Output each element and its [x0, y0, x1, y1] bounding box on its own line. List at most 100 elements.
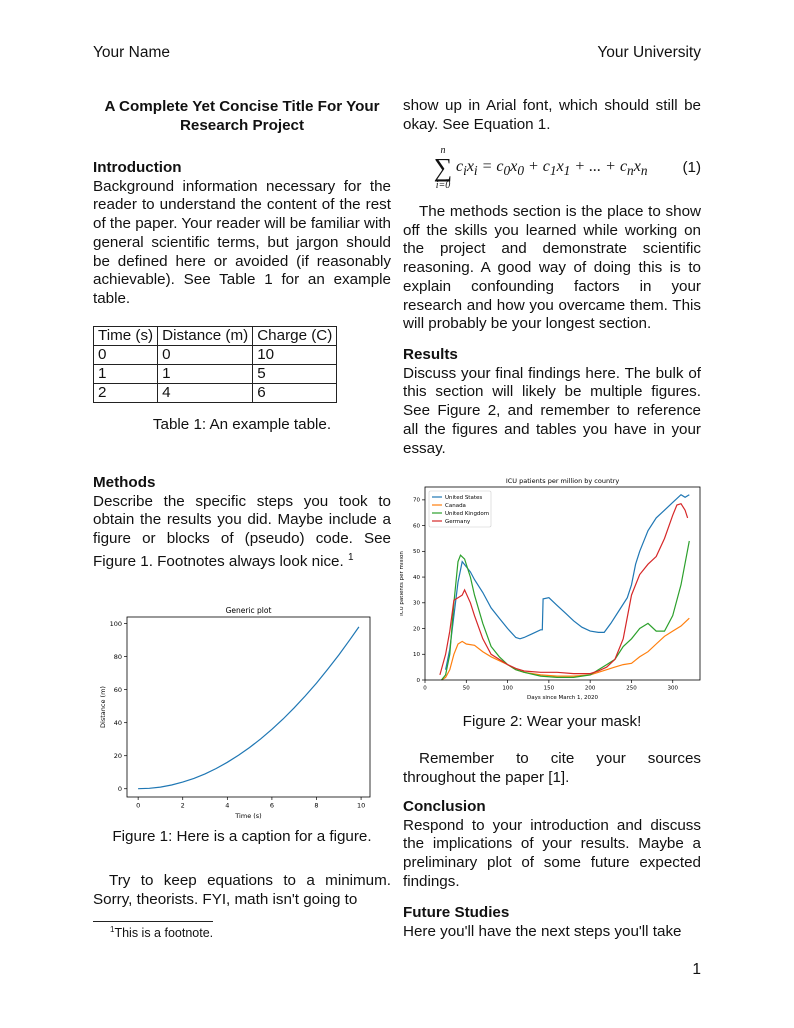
series-line: [138, 626, 360, 790]
citation-paragraph: Remember to cite your sources throughout…: [403, 750, 701, 786]
page-number: 1: [692, 961, 701, 978]
x-tick-label: 100: [502, 686, 513, 692]
table-row: 0 0 10: [92, 345, 338, 365]
header-university: Your University: [597, 44, 701, 61]
equations-paragraph: Try to keep equations to a minimum. Sorr…: [93, 872, 391, 908]
x-axis-label: Days since March 1, 2020: [527, 695, 599, 701]
sum-symbol: ∑: [433, 153, 453, 182]
figure-1-caption: Figure 1: Here is a caption for a figure…: [112, 828, 372, 845]
y-tick-label: 100: [110, 620, 122, 628]
y-tick-label: 0: [118, 785, 122, 793]
y-tick-label: 60: [413, 523, 420, 529]
table-cell: 0: [92, 345, 159, 365]
y-axis-label: ICU patients per million: [400, 551, 405, 616]
plot-frame: [126, 616, 371, 798]
arial-paragraph: show up in Arial font, which should stil…: [403, 97, 701, 133]
results-heading: Results: [403, 346, 458, 363]
y-tick-label: 80: [114, 653, 122, 661]
chart-title: ICU patients per million by country: [506, 477, 619, 485]
footnote-rule: [93, 921, 213, 922]
methods-text: Describe the specific steps you took to …: [93, 492, 391, 570]
y-tick-label: 30: [413, 601, 420, 607]
table-cell: 0: [157, 345, 254, 365]
plot-frame: [424, 486, 701, 681]
series-line-canada: [441, 617, 690, 681]
footnote: 1This is a footnote.: [110, 925, 213, 940]
footnote-number: 1: [110, 925, 115, 934]
conclusion-heading: Conclusion: [403, 798, 486, 815]
x-axis-label: Time (s): [234, 812, 261, 820]
table-header: Time (s): [92, 326, 159, 346]
table-header: Charge (C): [252, 326, 338, 346]
y-tick-label: 60: [114, 686, 122, 694]
legend-box: [428, 490, 492, 528]
footnote-text: This is a footnote.: [114, 926, 214, 941]
x-tick-label: 4: [225, 802, 229, 810]
methods-continued: The methods section is the place to show…: [403, 203, 701, 333]
series-line-united-kingdom: [441, 540, 690, 681]
y-tick-label: 70: [413, 498, 420, 504]
conclusion-section: Conclusion Respond to your introduction …: [403, 798, 701, 892]
x-tick-label: 2: [181, 802, 185, 810]
figure-2-caption: Figure 2: Wear your mask!: [462, 713, 642, 730]
x-tick-label: 150: [544, 686, 555, 692]
legend-label: United States: [445, 495, 482, 501]
x-tick-label: 250: [626, 686, 637, 692]
conclusion-text: Respond to your introduction and discuss…: [403, 816, 701, 890]
equation-body: cixi = c0x0 + c1x1 + ... + cnxn: [456, 158, 648, 179]
equation-1: n ∑ i=0 cixi = c0x0 + c1x1 + ... + cnxn …: [430, 146, 701, 194]
legend-label: Canada: [445, 503, 466, 509]
introduction-text: Background information necessary for the…: [93, 177, 392, 307]
table-cell: 1: [157, 364, 254, 384]
methods-heading: Methods: [93, 474, 156, 491]
results-section: Results Discuss your final findings here…: [403, 346, 701, 458]
x-tick-label: 8: [314, 802, 318, 810]
sum-upper-limit: n: [440, 145, 446, 156]
y-tick-label: 0: [417, 678, 421, 684]
paper-title: A Complete Yet Concise Title For Your Re…: [104, 98, 380, 134]
sum-lower-limit: i=0: [435, 180, 451, 191]
table-header-row: Time (s) Distance (m) Charge (C): [92, 326, 338, 346]
table-cell: 5: [252, 364, 338, 384]
equation-number: (1): [682, 159, 701, 176]
table-cell: 2: [92, 383, 159, 403]
series-line-germany: [439, 502, 689, 676]
table-header: Distance (m): [157, 326, 254, 346]
legend-label: United Kingdom: [445, 511, 489, 517]
series-line-united-states: [445, 493, 690, 670]
table-cell: 10: [252, 345, 338, 365]
introduction-section: Introduction Background information nece…: [93, 159, 391, 309]
y-tick-label: 20: [413, 626, 420, 632]
table-cell: 1: [92, 364, 159, 384]
methods-section: Methods Describe the specific steps you …: [93, 474, 391, 572]
x-tick-label: 0: [423, 686, 427, 692]
table-caption: Table 1: An example table.: [152, 416, 332, 433]
x-tick-label: 6: [270, 802, 274, 810]
future-studies-text: Here you'll have the next steps you'll t…: [403, 922, 682, 940]
chart-title: Generic plot: [226, 606, 272, 615]
y-tick-label: 20: [114, 752, 122, 760]
y-axis-label: Distance (m): [99, 686, 107, 728]
y-tick-label: 50: [413, 549, 420, 555]
x-tick-label: 10: [357, 802, 365, 810]
figure-2-icu-chart: ICU patients per million by country 0 50 10…: [400, 477, 701, 701]
future-studies-section: Future Studies Here you'll have the next…: [403, 904, 701, 941]
footnote-mark: 1: [347, 551, 354, 563]
results-text: Discuss your final findings here. The bu…: [403, 364, 701, 457]
y-tick-label: 40: [413, 575, 420, 581]
legend-label: Germany: [445, 519, 471, 525]
table-cell: 4: [157, 383, 254, 403]
y-tick-label: 10: [413, 652, 420, 658]
future-studies-heading: Future Studies: [403, 904, 510, 921]
header-author: Your Name: [93, 44, 170, 61]
x-tick-label: 50: [463, 686, 470, 692]
x-tick-label: 200: [585, 686, 596, 692]
table-cell: 6: [252, 383, 338, 403]
x-tick-label: 300: [667, 686, 678, 692]
introduction-heading: Introduction: [93, 159, 182, 176]
